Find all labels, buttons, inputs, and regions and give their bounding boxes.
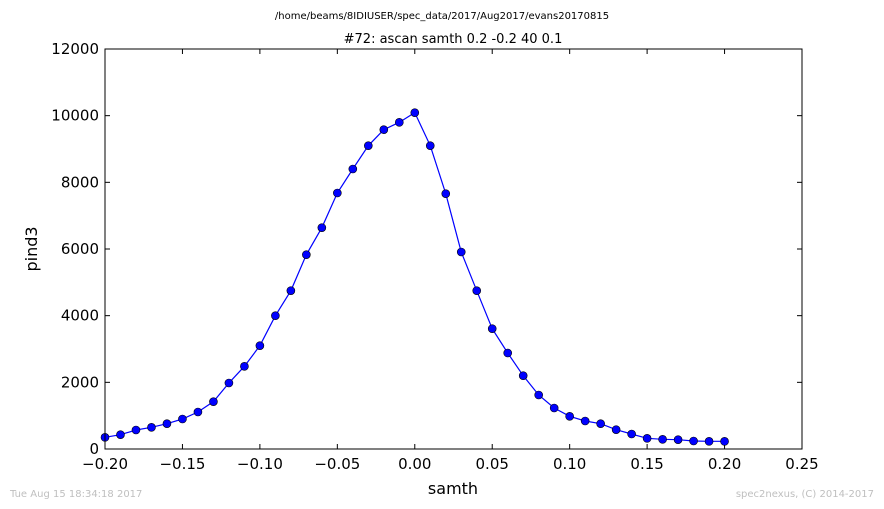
y-axis-label: pind3	[22, 226, 41, 271]
data-point	[131, 425, 141, 435]
y-tick-label: 12000	[51, 40, 99, 58]
data-point	[147, 423, 156, 432]
data-point	[487, 324, 497, 333]
data-point	[286, 286, 296, 295]
x-tick-label: 0.15	[630, 455, 663, 473]
data-point	[317, 223, 327, 232]
data-point	[379, 125, 389, 134]
data-point	[503, 348, 513, 358]
data-point	[333, 188, 342, 198]
footer-timestamp: Tue Aug 15 18:34:18 2017	[9, 489, 142, 500]
data-point	[348, 164, 358, 174]
data-point	[425, 141, 435, 150]
data-point	[658, 435, 667, 444]
x-tick-label: 0.10	[553, 455, 586, 473]
data-point	[240, 362, 249, 371]
data-point	[611, 425, 621, 434]
axis-ticks	[104, 48, 803, 450]
data-point	[255, 341, 265, 350]
data-point	[364, 141, 373, 150]
plot-frame	[104, 48, 803, 450]
x-axis-label: samth	[428, 479, 478, 498]
data-point	[689, 436, 698, 446]
data-point	[673, 435, 683, 444]
y-tick-label: 2000	[61, 373, 99, 391]
y-tick-labels: 0 2000 4000 6000 8000 10000 12000	[51, 40, 99, 458]
data-point	[178, 414, 187, 424]
chart-title: #72: ascan samth 0.2 -0.2 40 0.1	[344, 32, 563, 47]
x-tick-label: −0.15	[159, 455, 205, 473]
chart-suptitle: /home/beams/8IDIUSER/spec_data/2017/Aug2…	[275, 11, 609, 22]
x-tick-label: −0.05	[314, 455, 360, 473]
y-tick-label: 4000	[61, 307, 99, 325]
data-point	[224, 378, 234, 388]
data-point	[162, 419, 172, 428]
data-point	[534, 390, 543, 400]
data-point	[472, 286, 482, 295]
y-tick-label: 8000	[61, 173, 99, 191]
data-point	[410, 108, 420, 117]
data-point	[209, 397, 218, 406]
footer-credit: spec2nexus, (C) 2014-2017	[736, 489, 874, 500]
x-tick-label: −0.20	[82, 455, 128, 473]
data-point	[456, 247, 466, 257]
data-point	[518, 371, 528, 380]
data-point	[580, 416, 590, 426]
data-point	[642, 434, 652, 443]
data-series	[100, 108, 729, 446]
x-tick-label: 0.25	[785, 455, 818, 473]
x-tick-labels: −0.20 −0.15 −0.10 −0.05 0.00 0.05 0.10 0.15 0.20…	[82, 455, 819, 473]
data-point	[394, 118, 404, 127]
data-point	[441, 189, 451, 198]
y-tick-label: 0	[89, 440, 99, 458]
x-tick-label: 0.00	[398, 455, 431, 473]
x-tick-label: 0.20	[708, 455, 741, 473]
x-tick-label: 0.05	[476, 455, 509, 473]
series-line	[104, 111, 725, 442]
data-point	[193, 407, 203, 417]
x-tick-label: −0.10	[237, 455, 283, 473]
y-tick-label: 6000	[61, 240, 99, 258]
data-point	[720, 437, 729, 446]
data-point	[565, 412, 574, 421]
data-point	[596, 419, 605, 428]
data-point	[271, 311, 280, 320]
data-point	[627, 429, 636, 439]
y-tick-label: 10000	[51, 107, 99, 125]
data-point	[549, 403, 559, 413]
data-point	[704, 437, 714, 446]
data-point	[116, 430, 125, 439]
data-point	[302, 250, 311, 259]
